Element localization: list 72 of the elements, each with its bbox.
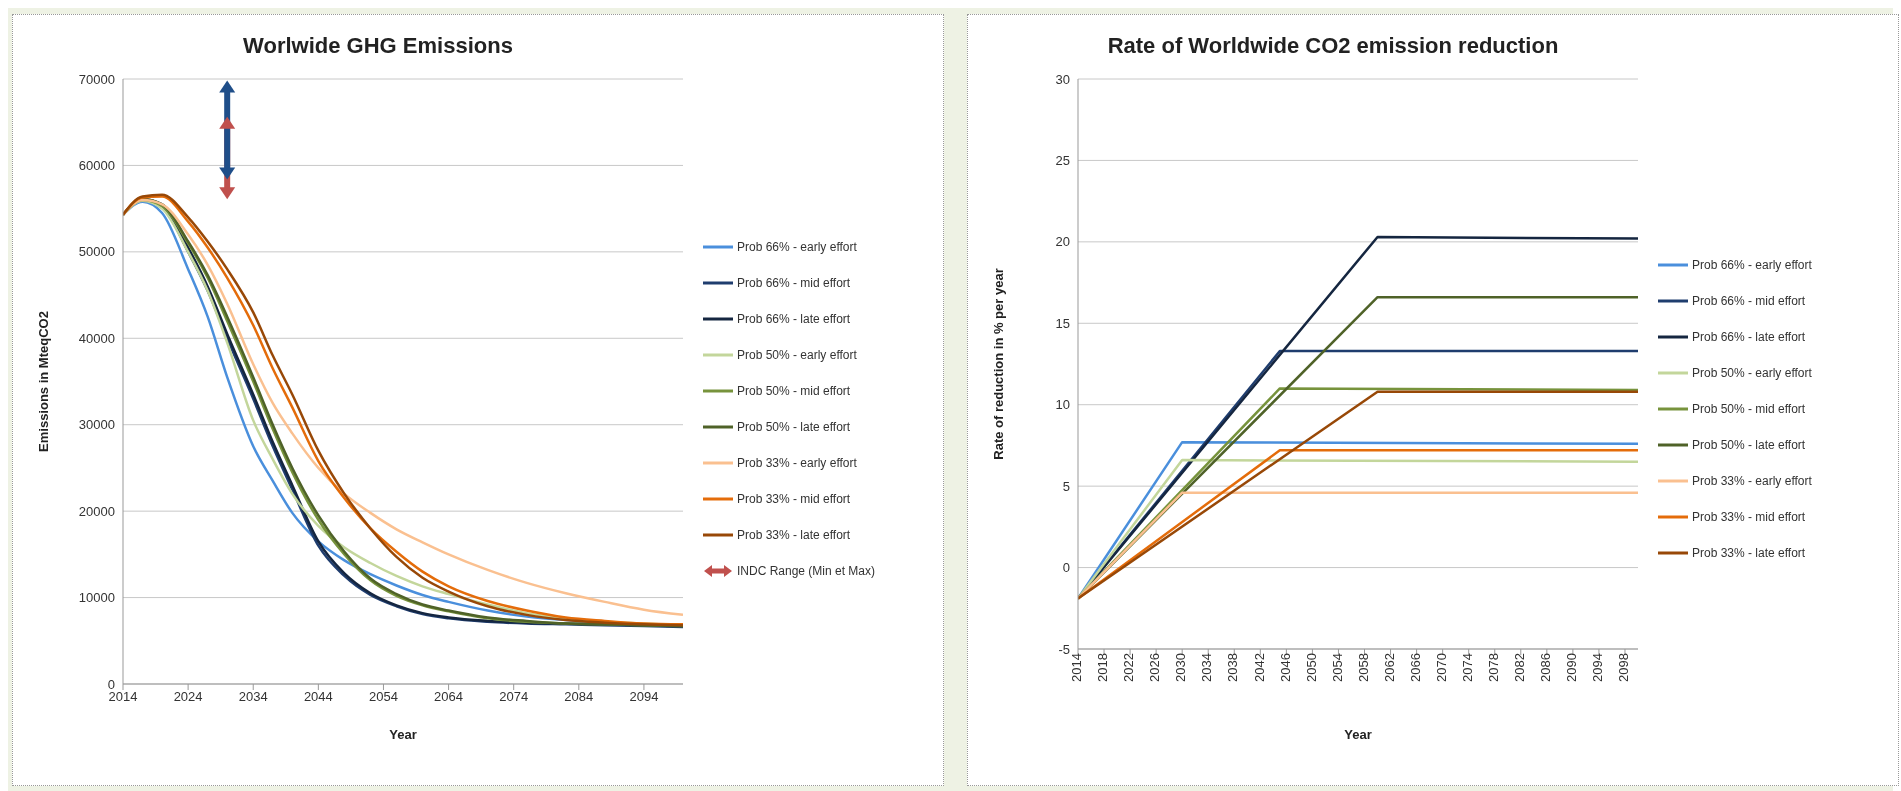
y-tick-label: 20000 <box>78 503 115 519</box>
legend-label: Prob 66% - late effort <box>737 312 851 326</box>
legend-label: Prob 50% - late effort <box>1692 438 1806 452</box>
x-tick-label: 2082 <box>1512 653 1528 682</box>
x-tick-label: 2066 <box>1407 653 1423 682</box>
legend-label: INDC Range (Min et Max) <box>737 564 876 578</box>
x-tick-label: 2094 <box>629 689 659 705</box>
y-tick-label: 15 <box>1055 315 1070 331</box>
x-tick-label: 2014 <box>108 689 138 705</box>
y-tick-label: 30000 <box>78 417 115 433</box>
y-tick-label: 60000 <box>78 158 115 174</box>
x-tick-label: 2038 <box>1225 653 1241 682</box>
legend-label: Prob 33% - early effort <box>1692 474 1812 488</box>
x-tick-label: 2044 <box>303 689 333 705</box>
legend-label: Prob 66% - early effort <box>737 240 857 254</box>
legend-label: Prob 66% - mid effort <box>737 276 851 290</box>
x-tick-label: 2054 <box>1329 653 1345 682</box>
x-tick-label: 2026 <box>1147 653 1163 682</box>
x-tick-label: 2062 <box>1381 653 1397 682</box>
y-tick-label: 5 <box>1062 478 1070 494</box>
x-axis-title: Year <box>1344 727 1372 742</box>
y-axis-title: Emissions in MteqCO2 <box>35 311 51 452</box>
y-tick-label: 10000 <box>78 590 115 606</box>
chart-title: Rate of Worldwide CO2 emission reduction <box>1106 33 1560 59</box>
x-tick-label: 2054 <box>369 689 398 705</box>
x-tick-label: 2034 <box>1199 653 1215 682</box>
y-tick-label: 25 <box>1055 153 1070 169</box>
x-tick-label: 2094 <box>1590 653 1606 682</box>
x-tick-label: 2070 <box>1433 653 1449 682</box>
x-tick-label: 2074 <box>499 689 529 705</box>
x-tick-label: 2014 <box>1069 653 1085 682</box>
legend-label: Prob 66% - mid effort <box>1692 294 1806 308</box>
x-tick-label: 2046 <box>1277 653 1293 682</box>
x-tick-label: 2058 <box>1355 653 1371 682</box>
legend-label: Prob 50% - early effort <box>1692 366 1812 380</box>
legend-label: Prob 33% - late effort <box>1692 546 1806 560</box>
y-tick-label: 30 <box>1055 71 1070 87</box>
legend-label: Prob 50% - mid effort <box>737 384 851 398</box>
y-tick-label: 20 <box>1055 234 1070 250</box>
y-tick-label: 70000 <box>78 71 115 87</box>
y-tick-label: 0 <box>107 676 115 692</box>
x-tick-label: 2090 <box>1564 653 1580 682</box>
chart-title: Worlwide GHG Emissions <box>242 33 514 59</box>
x-tick-label: 2030 <box>1173 653 1189 682</box>
y-tick-label: -5 <box>1058 641 1070 657</box>
legend-label: Prob 33% - early effort <box>737 456 857 470</box>
y-tick-label: 50000 <box>78 244 115 260</box>
x-tick-label: 2064 <box>434 689 464 705</box>
x-tick-label: 2078 <box>1485 653 1501 682</box>
x-tick-label: 2042 <box>1251 653 1267 682</box>
y-tick-label: 10 <box>1055 397 1070 413</box>
x-axis-title: Year <box>389 727 417 742</box>
legend-label: Prob 33% - mid effort <box>737 492 851 506</box>
x-tick-label: 2022 <box>1121 653 1137 682</box>
legend-label: Prob 33% - late effort <box>737 528 851 542</box>
legend-label: Prob 66% - late effort <box>1692 330 1806 344</box>
y-tick-label: 0 <box>1062 560 1070 576</box>
legend-label: Prob 50% - late effort <box>737 420 851 434</box>
x-tick-label: 2024 <box>173 689 203 705</box>
legend-label: Prob 50% - early effort <box>737 348 857 362</box>
x-tick-label: 2098 <box>1616 653 1632 682</box>
x-tick-label: 2086 <box>1538 653 1554 682</box>
x-tick-label: 2050 <box>1303 653 1319 682</box>
legend-label: Prob 66% - early effort <box>1692 258 1812 272</box>
x-tick-label: 2034 <box>238 689 268 705</box>
x-tick-label: 2018 <box>1095 653 1111 682</box>
legend-label: Prob 33% - mid effort <box>1692 510 1806 524</box>
legend-label: Prob 50% - mid effort <box>1692 402 1806 416</box>
x-tick-label: 2084 <box>564 689 594 705</box>
x-tick-label: 2074 <box>1459 653 1475 682</box>
y-axis-title: Rate of reduction in % per year <box>990 268 1006 460</box>
y-tick-label: 40000 <box>78 330 115 346</box>
